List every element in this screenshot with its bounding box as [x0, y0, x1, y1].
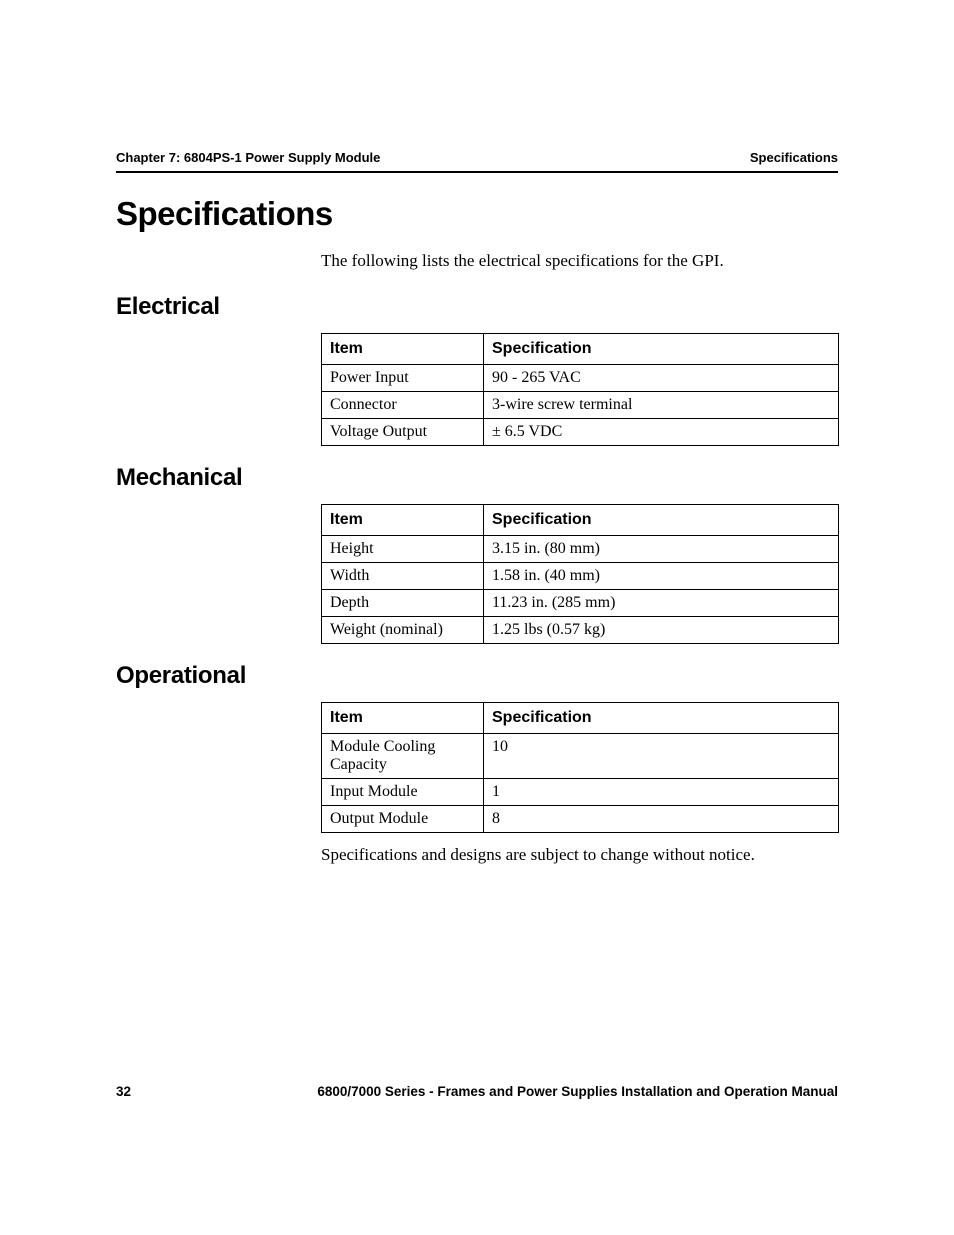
cell-item: Connector [322, 392, 484, 419]
cell-spec: 3-wire screw terminal [484, 392, 839, 419]
cell-item: Width [322, 563, 484, 590]
operational-table: Item Specification Module Cooling Capaci… [321, 702, 839, 833]
col-header-item: Item [322, 703, 484, 734]
col-header-spec: Specification [484, 334, 839, 365]
table-row: Connector 3-wire screw terminal [322, 392, 839, 419]
running-header-right: Specifications [750, 150, 838, 165]
table-row: Output Module 8 [322, 806, 839, 833]
table-row: Width 1.58 in. (40 mm) [322, 563, 839, 590]
table-row: Weight (nominal) 1.25 lbs (0.57 kg) [322, 617, 839, 644]
cell-spec: 1.25 lbs (0.57 kg) [484, 617, 839, 644]
table-row: Voltage Output ± 6.5 VDC [322, 419, 839, 446]
table-header-row: Item Specification [322, 334, 839, 365]
running-header-left: Chapter 7: 6804PS-1 Power Supply Module [116, 150, 380, 165]
col-header-spec: Specification [484, 703, 839, 734]
mechanical-table: Item Specification Height 3.15 in. (80 m… [321, 504, 839, 644]
section-heading-electrical: Electrical [116, 293, 838, 321]
table-header-row: Item Specification [322, 505, 839, 536]
cell-spec: 90 - 265 VAC [484, 365, 839, 392]
cell-spec: 10 [484, 734, 839, 779]
cell-item: Weight (nominal) [322, 617, 484, 644]
cell-item: Depth [322, 590, 484, 617]
electrical-table: Item Specification Power Input 90 - 265 … [321, 333, 839, 446]
cell-item: Power Input [322, 365, 484, 392]
cell-spec: ± 6.5 VDC [484, 419, 839, 446]
table-row: Input Module 1 [322, 779, 839, 806]
table-row: Height 3.15 in. (80 mm) [322, 536, 839, 563]
cell-spec: 1 [484, 779, 839, 806]
col-header-item: Item [322, 505, 484, 536]
cell-item: Module Cooling Capacity [322, 734, 484, 779]
section-heading-mechanical: Mechanical [116, 464, 838, 492]
cell-item: Height [322, 536, 484, 563]
cell-item: Input Module [322, 779, 484, 806]
table-row: Power Input 90 - 265 VAC [322, 365, 839, 392]
page-title: Specifications [116, 195, 838, 233]
cell-spec: 1.58 in. (40 mm) [484, 563, 839, 590]
table-header-row: Item Specification [322, 703, 839, 734]
cell-spec: 8 [484, 806, 839, 833]
page-footer: 32 6800/7000 Series - Frames and Power S… [116, 1084, 838, 1099]
cell-spec: 3.15 in. (80 mm) [484, 536, 839, 563]
page-number: 32 [116, 1084, 131, 1099]
table-row: Module Cooling Capacity 10 [322, 734, 839, 779]
running-header: Chapter 7: 6804PS-1 Power Supply Module … [116, 150, 838, 173]
cell-item: Voltage Output [322, 419, 484, 446]
closing-note: Specifications and designs are subject t… [321, 845, 838, 865]
cell-spec: 11.23 in. (285 mm) [484, 590, 839, 617]
manual-title: 6800/7000 Series - Frames and Power Supp… [317, 1084, 838, 1099]
section-heading-operational: Operational [116, 662, 838, 690]
cell-item: Output Module [322, 806, 484, 833]
intro-paragraph: The following lists the electrical speci… [321, 251, 838, 271]
col-header-item: Item [322, 334, 484, 365]
col-header-spec: Specification [484, 505, 839, 536]
table-row: Depth 11.23 in. (285 mm) [322, 590, 839, 617]
